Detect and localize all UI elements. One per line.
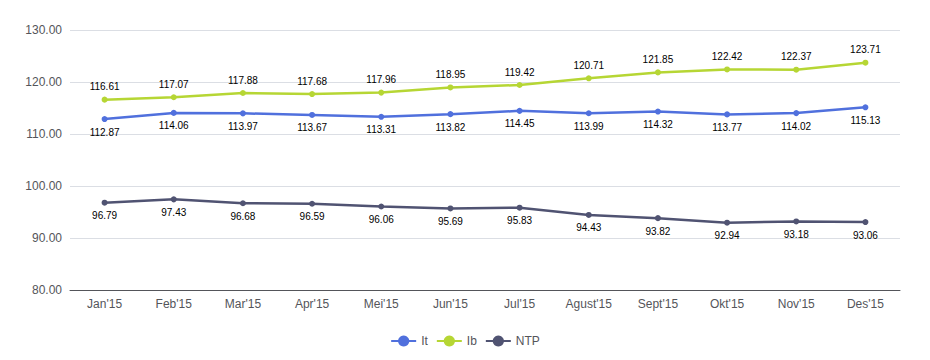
svg-text:Agust'15: Agust'15: [566, 297, 613, 311]
svg-text:113.99: 113.99: [574, 121, 604, 132]
svg-text:80.00: 80.00: [32, 283, 62, 297]
svg-text:95.83: 95.83: [507, 215, 532, 226]
svg-text:It: It: [421, 334, 428, 348]
svg-text:Apr'15: Apr'15: [295, 297, 330, 311]
svg-text:93.06: 93.06: [853, 230, 878, 241]
svg-text:117.68: 117.68: [297, 76, 327, 87]
svg-text:90.00: 90.00: [32, 231, 62, 245]
svg-text:121.85: 121.85: [643, 54, 674, 65]
svg-text:Ib: Ib: [467, 334, 477, 348]
svg-text:96.06: 96.06: [369, 214, 394, 225]
svg-text:100.00: 100.00: [25, 179, 62, 193]
svg-text:113.82: 113.82: [435, 122, 465, 133]
svg-text:113.67: 113.67: [297, 122, 327, 133]
svg-text:96.79: 96.79: [92, 210, 117, 221]
svg-text:Jul'15: Jul'15: [504, 297, 535, 311]
svg-text:Jun'15: Jun'15: [433, 297, 468, 311]
svg-text:117.96: 117.96: [366, 74, 396, 85]
svg-text:112.87: 112.87: [90, 127, 120, 138]
svg-text:116.61: 116.61: [90, 81, 120, 92]
svg-text:Sept'15: Sept'15: [638, 297, 679, 311]
svg-text:114.02: 114.02: [781, 121, 811, 132]
svg-text:120.71: 120.71: [573, 60, 604, 71]
svg-text:Mar'15: Mar'15: [225, 297, 262, 311]
svg-text:113.31: 113.31: [366, 124, 396, 135]
svg-text:96.59: 96.59: [300, 211, 325, 222]
svg-text:93.82: 93.82: [645, 226, 670, 237]
svg-text:114.32: 114.32: [643, 119, 673, 130]
svg-text:123.71: 123.71: [850, 44, 881, 55]
svg-text:113.97: 113.97: [228, 121, 258, 132]
svg-text:115.13: 115.13: [850, 115, 880, 126]
svg-text:122.37: 122.37: [781, 51, 812, 62]
svg-text:Nov'15: Nov'15: [778, 297, 815, 311]
svg-text:Feb'15: Feb'15: [156, 297, 193, 311]
svg-text:118.95: 118.95: [435, 69, 465, 80]
svg-text:95.69: 95.69: [438, 216, 463, 227]
svg-text:120.00: 120.00: [25, 75, 62, 89]
svg-text:130.00: 130.00: [25, 23, 62, 37]
svg-text:110.00: 110.00: [26, 127, 62, 141]
svg-text:Des'15: Des'15: [847, 297, 884, 311]
svg-text:97.43: 97.43: [161, 207, 186, 218]
svg-text:Okt'15: Okt'15: [710, 297, 745, 311]
svg-text:Jan'15: Jan'15: [87, 297, 122, 311]
svg-text:96.68: 96.68: [230, 211, 255, 222]
svg-text:NTP: NTP: [516, 334, 540, 348]
svg-text:114.06: 114.06: [159, 120, 189, 131]
svg-text:122.42: 122.42: [712, 51, 743, 62]
svg-text:Mei'15: Mei'15: [364, 297, 399, 311]
svg-text:93.18: 93.18: [784, 229, 809, 240]
svg-text:117.88: 117.88: [228, 75, 258, 86]
svg-text:114.45: 114.45: [505, 118, 535, 129]
svg-text:113.77: 113.77: [712, 122, 742, 133]
svg-text:92.94: 92.94: [715, 230, 740, 241]
svg-text:94.43: 94.43: [576, 222, 601, 233]
svg-text:119.42: 119.42: [505, 67, 535, 78]
svg-text:117.07: 117.07: [159, 79, 189, 90]
